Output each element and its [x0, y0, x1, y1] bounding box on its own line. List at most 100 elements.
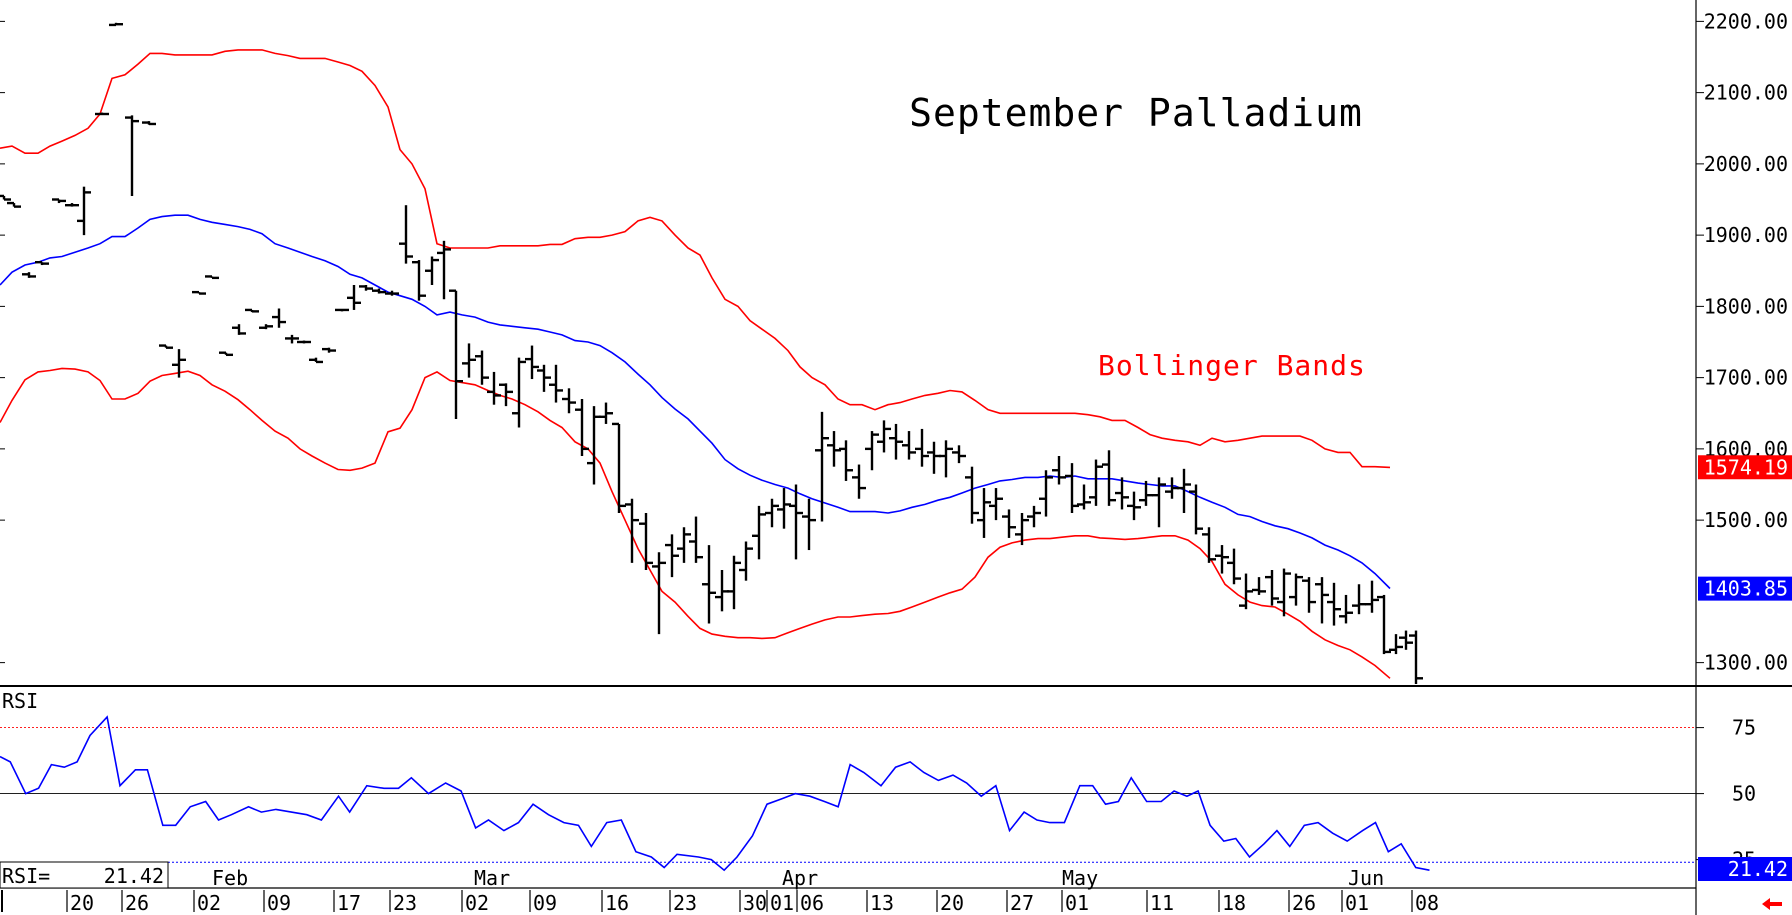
left-arrow-icon[interactable] — [1762, 898, 1782, 910]
ohlc-bar — [77, 186, 91, 236]
ohlc-bar — [359, 285, 373, 291]
middle-band-last-tag — [1698, 576, 1792, 601]
day-label: 13 — [870, 891, 894, 915]
ohlc-bar — [372, 288, 386, 294]
day-label: 17 — [337, 891, 361, 915]
ohlc-bar — [889, 423, 903, 460]
ohlc-bar — [449, 289, 463, 419]
day-label: 20 — [940, 891, 964, 915]
ohlc-bar — [272, 308, 286, 328]
rsi-last-value-tag — [1698, 857, 1792, 881]
ohlc-bar — [765, 498, 779, 528]
ohlc-bar — [802, 498, 816, 551]
day-label: 11 — [1150, 891, 1174, 915]
ohlc-bar — [1399, 630, 1413, 650]
ohlc-bar — [652, 552, 666, 635]
rsi-last-value-label: 21.42 — [1728, 857, 1788, 881]
ohlc-bar — [22, 272, 36, 278]
day-label: 02 — [197, 891, 221, 915]
ohlc-bar — [1039, 470, 1053, 517]
ohlc-bar — [549, 364, 563, 403]
ohlc-bar — [335, 308, 349, 312]
ohlc-bar — [1409, 630, 1423, 684]
ohlc-bar — [52, 198, 66, 204]
ohlc-bar — [1202, 527, 1216, 563]
day-label: 26 — [1292, 891, 1316, 915]
last-value-tags: 1574.19 1403.85 — [1698, 455, 1792, 601]
ohlc-bar — [1302, 577, 1316, 613]
ohlc-bar — [1002, 509, 1016, 538]
ohlc-bar — [399, 205, 413, 264]
ohlc-bar — [702, 545, 716, 624]
ohlc-bar — [1102, 450, 1116, 506]
day-label: 27 — [1010, 891, 1034, 915]
ohlc-bar — [1027, 505, 1041, 528]
ohlc-bar — [109, 22, 123, 27]
day-label: 23 — [673, 891, 697, 915]
rsi-readout-value: 21.42 — [104, 864, 164, 888]
ohlc-bar — [1152, 477, 1166, 528]
ohlc-bar — [1177, 468, 1191, 513]
ohlc-bar — [437, 240, 451, 300]
ohlc-bar — [1339, 594, 1353, 624]
day-label: 02 — [465, 891, 489, 915]
rsi-tick-label: 50 — [1732, 782, 1756, 806]
chart-title: September Palladium — [909, 91, 1363, 135]
day-label: 01 — [1065, 891, 1089, 915]
ohlc-bar — [1139, 480, 1153, 506]
ohlc-bar — [865, 431, 879, 471]
ohlc-bar — [125, 115, 139, 196]
day-label: 20 — [70, 891, 94, 915]
upper-band-last-tag — [1698, 455, 1792, 480]
ohlc-bar — [475, 350, 489, 385]
ohlc-bar — [245, 308, 259, 313]
ohlc-bar — [815, 411, 829, 522]
day-label: 08 — [1415, 891, 1439, 915]
bollinger-bands-label: Bollinger Bands — [1098, 349, 1366, 382]
ohlc-bar — [827, 431, 841, 467]
rsi-line — [0, 715, 1430, 872]
ohlc-bar — [259, 324, 273, 330]
ohlc-bar — [525, 345, 539, 380]
ohlc-bar — [219, 351, 233, 357]
ohlc-bar — [977, 488, 991, 538]
rsi-readout-box — [0, 861, 169, 889]
ohlc-bar — [172, 349, 186, 378]
ohlc-bar — [1265, 570, 1279, 606]
ohlc-bar — [689, 516, 703, 563]
ohlc-bar — [989, 488, 1003, 521]
ohlc-bar — [65, 203, 79, 207]
ohlc-bar — [205, 275, 219, 280]
ohlc-bar — [852, 464, 866, 499]
ohlc-bar — [727, 555, 741, 610]
price-tick-label: 1500.00 — [1704, 508, 1788, 532]
ohlc-bar — [1327, 582, 1341, 626]
ohlc-bar — [1115, 477, 1129, 510]
day-label: 09 — [267, 891, 291, 915]
ohlc-bar — [965, 466, 979, 524]
price-tick-label: 1300.00 — [1704, 651, 1788, 675]
ohlc-bar — [1377, 594, 1391, 655]
ohlc-bar — [1252, 577, 1266, 595]
day-label: 26 — [125, 891, 149, 915]
price-tick-label: 2200.00 — [1704, 9, 1788, 33]
ohlc-bar — [1089, 459, 1103, 506]
ohlc-bar — [575, 399, 589, 456]
day-label: 01 — [770, 891, 794, 915]
ohlc-bar — [1015, 513, 1029, 546]
day-label: 18 — [1222, 891, 1246, 915]
ohlc-bar — [1389, 634, 1403, 655]
ohlc-bar — [1065, 463, 1079, 513]
ohlc-bar — [1127, 491, 1141, 521]
ohlc-bar — [1365, 580, 1379, 613]
ohlc-bar — [665, 534, 679, 578]
ohlc-bar — [1189, 484, 1203, 535]
ohlc-bar — [322, 347, 336, 353]
day-label: 16 — [605, 891, 629, 915]
ohlc-bar — [1352, 584, 1366, 615]
price-panel: 2200.00 2100.00 2000.00 1900.00 1800.00 1700.… — [0, 9, 1792, 684]
middle-band-line — [0, 214, 1391, 590]
ohlc-bar — [1315, 577, 1329, 624]
ohlc-bar — [142, 121, 156, 126]
